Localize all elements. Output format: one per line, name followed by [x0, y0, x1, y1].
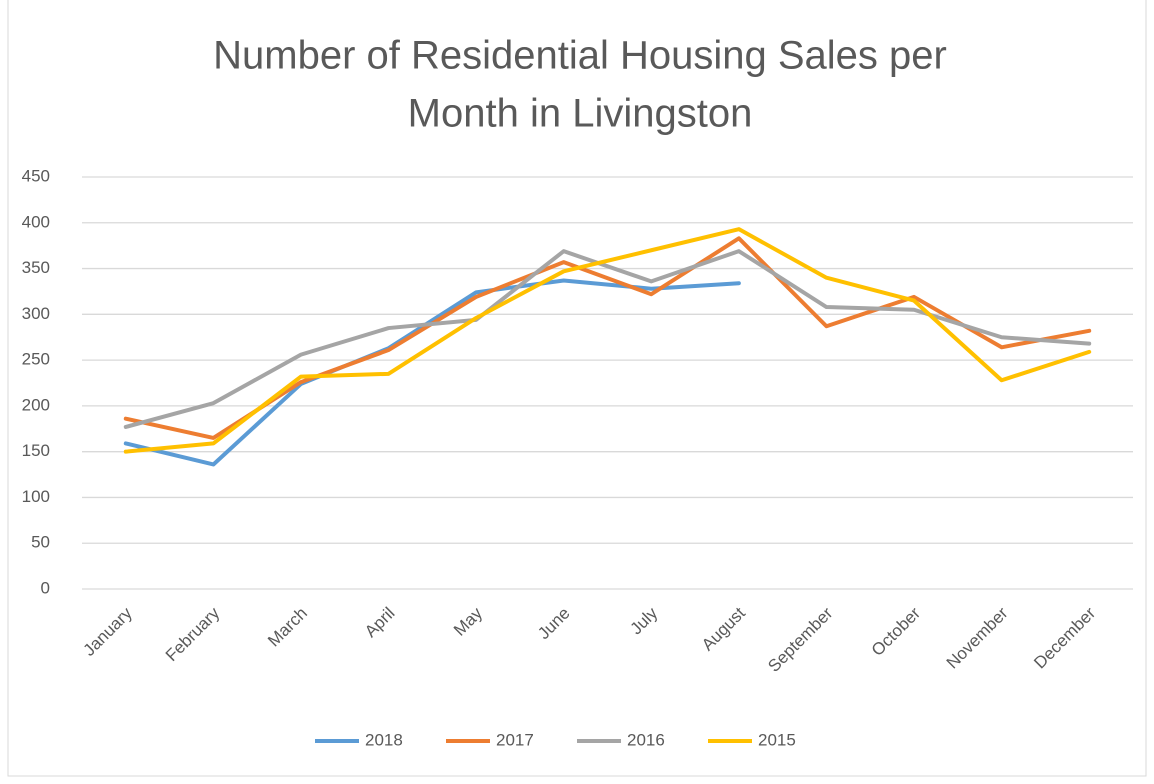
chart-frame — [7, 0, 1147, 777]
y-tick-label: 0 — [41, 578, 50, 597]
y-tick-label: 450 — [22, 166, 50, 185]
legend-label: 2017 — [496, 730, 534, 749]
legend-label: 2018 — [365, 730, 403, 749]
y-tick-label: 50 — [31, 533, 50, 552]
y-tick-label: 100 — [22, 487, 50, 506]
y-tick-label: 350 — [22, 258, 50, 277]
series-line — [123, 236, 1092, 440]
chart-title: Number of Residential Housing Sales per — [213, 34, 947, 78]
y-tick-label: 150 — [22, 441, 50, 460]
series-line — [123, 227, 1092, 454]
y-tick-label: 200 — [22, 395, 50, 414]
y-tick-label: 300 — [22, 304, 50, 323]
y-tick-label: 400 — [22, 212, 50, 231]
chart-title: Month in Livingston — [408, 92, 753, 136]
legend-label: 2015 — [758, 730, 796, 749]
legend-label: 2016 — [627, 730, 665, 749]
y-tick-label: 250 — [22, 350, 50, 369]
